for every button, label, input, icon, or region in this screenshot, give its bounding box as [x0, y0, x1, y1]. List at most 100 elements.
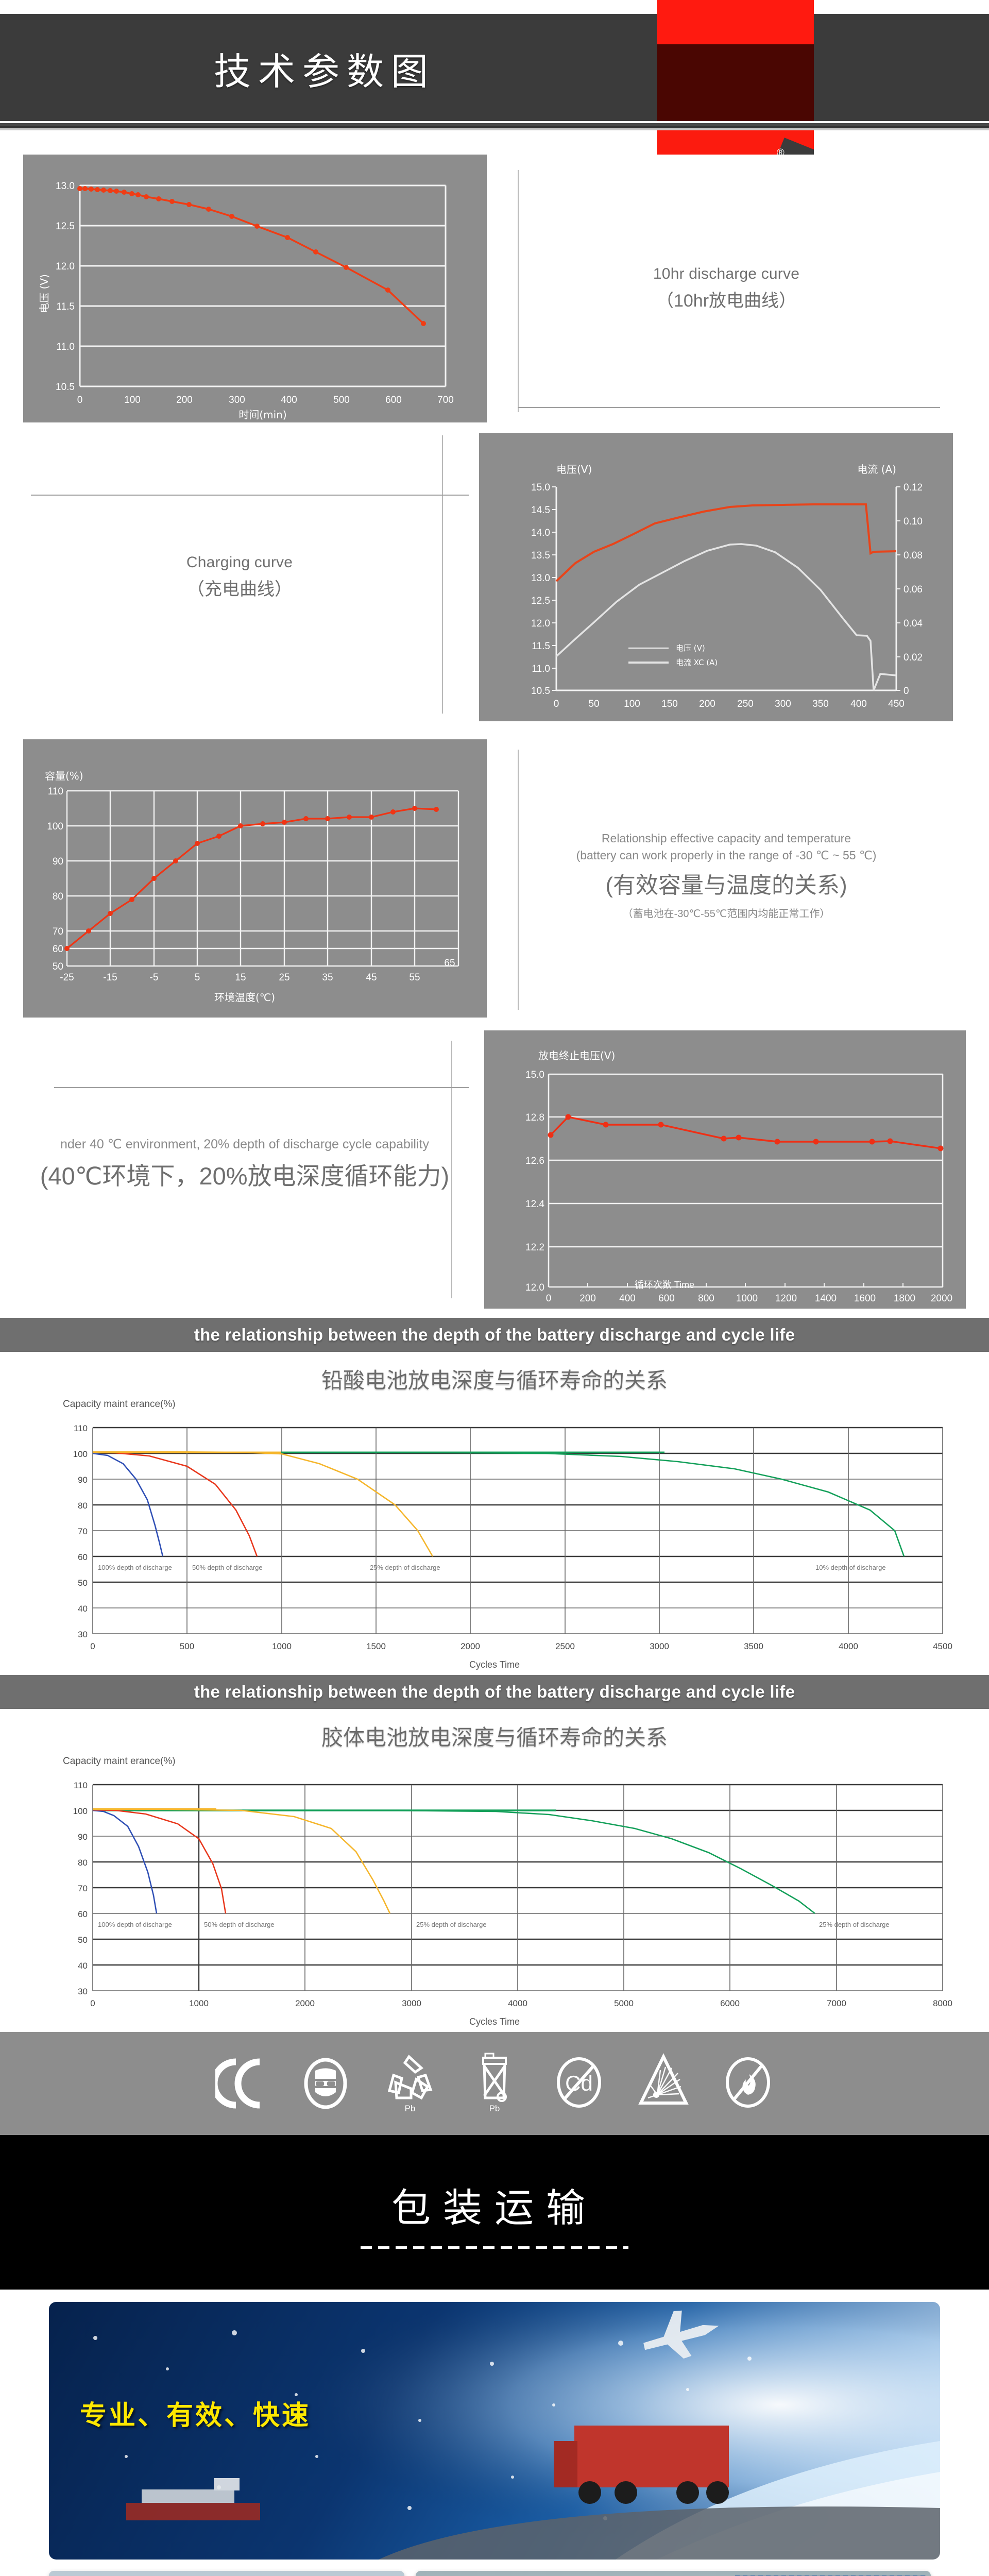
header-dark-bar	[0, 14, 989, 121]
caption-en-text: nder 40 ℃ environment, 20% depth of disc…	[60, 1137, 429, 1151]
svg-text:100: 100	[73, 1806, 88, 1816]
svg-text:70: 70	[78, 1884, 88, 1893]
photo-row-1: 远离伤害	[49, 2571, 940, 2576]
svg-text:50: 50	[588, 699, 599, 709]
chart-10hr-discharge: 13.0 12.5 12.0 11.5 11.0 10.5 0 100 200 …	[23, 155, 487, 422]
packaging-title: 包装运输	[391, 2184, 598, 2231]
svg-text:90: 90	[78, 1832, 88, 1842]
recycle-lead-icon: Pb	[384, 2053, 436, 2114]
chart-capacity-vs-temperature: 110 100 90 80 70 60 50 -25 -15 -5 5 15 2…	[23, 739, 487, 1018]
svg-text:12.2: 12.2	[525, 1242, 544, 1253]
svg-text:11.0: 11.0	[56, 342, 75, 352]
svg-text:200: 200	[579, 1293, 596, 1304]
svg-text:0: 0	[903, 686, 909, 697]
svg-text:1500: 1500	[366, 1641, 386, 1651]
svg-text:1600: 1600	[854, 1293, 876, 1304]
svg-text:电压 (V): 电压 (V)	[676, 643, 705, 653]
svg-text:15.0: 15.0	[525, 1070, 544, 1080]
no-household-waste-lead-icon: Pb	[469, 2053, 520, 2114]
svg-text:50: 50	[78, 1935, 88, 1945]
svg-text:250: 250	[737, 699, 754, 709]
lead-acid-ylabel: Capacity maint erance(%)	[63, 1399, 176, 1410]
svg-text:1800: 1800	[894, 1293, 915, 1304]
svg-text:-15: -15	[103, 972, 117, 983]
svg-text:电压 (V): 电压 (V)	[38, 274, 50, 313]
svg-text:65: 65	[444, 958, 455, 969]
svg-text:5: 5	[195, 972, 200, 983]
svg-text:5000: 5000	[614, 1998, 634, 2008]
svg-text:150: 150	[661, 699, 678, 709]
svg-text:400: 400	[281, 395, 297, 405]
svg-text:11.0: 11.0	[532, 664, 550, 674]
svg-text:600: 600	[385, 395, 402, 405]
svg-text:容量(%): 容量(%)	[45, 770, 83, 782]
brand-logo: XUPAI旭派	[667, 155, 815, 195]
svg-text:14.5: 14.5	[531, 505, 550, 516]
svg-text:200: 200	[699, 699, 715, 709]
logo-red-top-block	[657, 0, 814, 44]
svg-text:450: 450	[888, 699, 905, 709]
band-gel: the relationship between the depth of th…	[0, 1675, 989, 1709]
svg-text:40: 40	[78, 1961, 88, 1971]
caption-divider-horizontal	[54, 1087, 469, 1088]
no-open-flame-icon	[722, 2053, 774, 2114]
caption-10hr-discharge: 10hr discharge curve （10hr放电曲线）	[487, 155, 966, 422]
svg-text:时间(min): 时间(min)	[238, 409, 286, 421]
caption-divider-vertical	[451, 1041, 452, 1298]
svg-text:10.5: 10.5	[56, 382, 75, 393]
svg-text:100: 100	[47, 821, 63, 832]
svg-text:100% depth of discharge: 100% depth of discharge	[98, 1921, 172, 1928]
packaging-divider	[361, 2246, 628, 2249]
svg-text:1000: 1000	[272, 1641, 292, 1651]
svg-text:80: 80	[53, 891, 63, 902]
svg-text:0: 0	[546, 1293, 552, 1304]
photo-loaded-truck-factory-gate: 远离伤害	[49, 2571, 404, 2576]
svg-text:0.10: 0.10	[903, 516, 923, 527]
svg-text:12.0: 12.0	[525, 1282, 544, 1293]
svg-text:35: 35	[322, 972, 333, 983]
caption-charging-curve: Charging curve （充电曲线）	[0, 422, 479, 732]
svg-text:0.06: 0.06	[903, 584, 923, 595]
svg-text:12.4: 12.4	[525, 1199, 544, 1210]
svg-text:25% depth of discharge: 25% depth of discharge	[819, 1921, 890, 1928]
svg-text:电压(V): 电压(V)	[556, 463, 592, 476]
svg-text:600: 600	[658, 1293, 675, 1304]
svg-text:2000: 2000	[295, 1998, 315, 2008]
svg-text:Cycles Time: Cycles Time	[469, 2016, 520, 2027]
svg-text:1000: 1000	[736, 1293, 758, 1304]
svg-text:25: 25	[279, 972, 289, 983]
svg-text:Pb: Pb	[489, 2104, 500, 2113]
band-title-en: the relationship between the depth of th…	[194, 1325, 795, 1344]
svg-text:70: 70	[53, 926, 63, 937]
row-cycle-capability: nder 40 ℃ environment, 20% depth of disc…	[0, 1020, 989, 1309]
no-cadmium-icon: Cd	[553, 2053, 605, 2114]
svg-text:2500: 2500	[555, 1641, 575, 1651]
svg-text:30: 30	[78, 1630, 88, 1639]
caption-en-text: Charging curve	[186, 553, 293, 571]
row-charging-curve: Charging curve （充电曲线）	[0, 422, 989, 732]
caption-cn-text: （充电曲线）	[187, 580, 292, 600]
svg-text:100: 100	[124, 395, 141, 405]
svg-text:0.02: 0.02	[903, 652, 923, 663]
brand-latin: XUPAI	[667, 161, 759, 194]
svg-text:800: 800	[698, 1293, 714, 1304]
svg-text:500: 500	[333, 395, 350, 405]
svg-text:Pb: Pb	[405, 2104, 416, 2113]
svg-text:50: 50	[78, 1578, 88, 1588]
header-bar-shadow	[0, 121, 989, 130]
svg-text:300: 300	[229, 395, 245, 405]
svg-text:80: 80	[78, 1858, 88, 1868]
svg-text:13.5: 13.5	[531, 550, 550, 561]
svg-text:700: 700	[437, 395, 454, 405]
caption-divider-horizontal	[31, 495, 469, 496]
logo-dark-block	[657, 44, 814, 121]
svg-text:200: 200	[176, 395, 193, 405]
svg-text:25% depth of discharge: 25% depth of discharge	[370, 1564, 440, 1571]
svg-text:0: 0	[90, 1641, 95, 1651]
svg-text:110: 110	[48, 786, 63, 797]
svg-text:60: 60	[78, 1552, 88, 1562]
svg-text:Cycles Time: Cycles Time	[469, 1659, 520, 1670]
svg-text:1000: 1000	[189, 1998, 209, 2008]
svg-text:4500: 4500	[933, 1641, 952, 1651]
